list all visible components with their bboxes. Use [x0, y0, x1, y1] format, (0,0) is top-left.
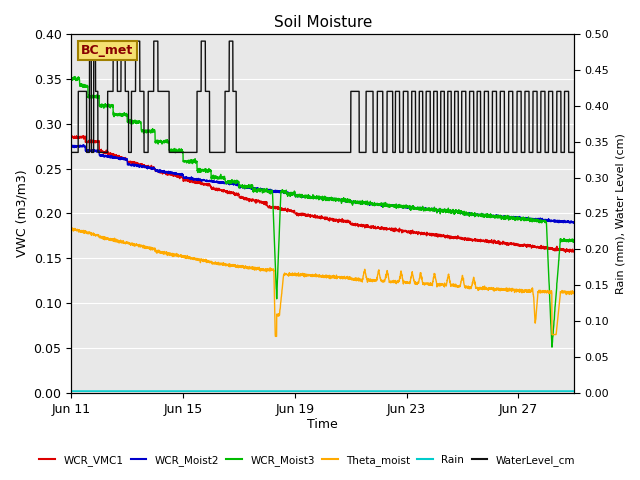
X-axis label: Time: Time [307, 419, 338, 432]
Y-axis label: VWC (m3/m3): VWC (m3/m3) [15, 169, 28, 257]
Legend: WCR_VMC1, WCR_Moist2, WCR_Moist3, Theta_moist, Rain, WaterLevel_cm: WCR_VMC1, WCR_Moist2, WCR_Moist3, Theta_… [35, 451, 579, 470]
Title: Soil Moisture: Soil Moisture [273, 15, 372, 30]
Y-axis label: Rain (mm), Water Level (cm): Rain (mm), Water Level (cm) [615, 133, 625, 294]
Text: BC_met: BC_met [81, 44, 134, 57]
